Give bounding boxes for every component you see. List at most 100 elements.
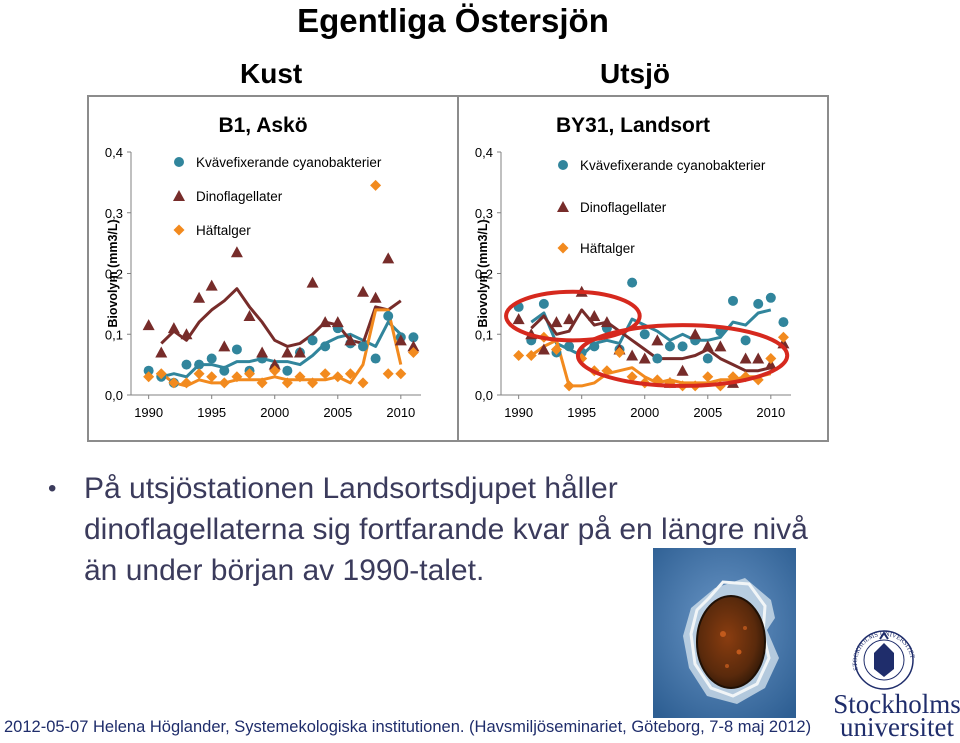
data-point-cyano xyxy=(194,359,205,370)
data-point-haft xyxy=(357,377,369,389)
data-point-haft xyxy=(382,368,394,380)
data-point-haft xyxy=(601,365,613,377)
dinoflagellate-micrograph xyxy=(653,548,796,718)
trend-line-haft xyxy=(160,308,403,388)
x-tick-label: 1995 xyxy=(197,405,226,420)
legend-marker-haft xyxy=(173,224,185,236)
data-point-haft xyxy=(370,179,382,191)
data-point-haft xyxy=(395,368,407,380)
data-point-cyano xyxy=(652,353,663,364)
data-point-haft xyxy=(193,368,205,380)
data-point-dino xyxy=(407,340,420,352)
data-point-cyano xyxy=(702,353,713,364)
data-point-cyano xyxy=(383,311,394,322)
data-point-cyano xyxy=(639,329,650,340)
y-tick-label: 0,1 xyxy=(105,327,123,342)
data-point-dino xyxy=(676,364,689,376)
data-point-cyano xyxy=(589,341,600,352)
data-point-cyano xyxy=(282,365,293,376)
y-tick-label: 0,2 xyxy=(105,267,123,282)
data-point-dino xyxy=(218,340,231,352)
y-tick-label: 0,3 xyxy=(105,206,123,221)
data-point-dino xyxy=(588,310,601,322)
data-point-haft xyxy=(614,346,626,358)
data-point-cyano xyxy=(627,277,638,288)
data-point-haft xyxy=(525,350,537,362)
data-point-dino xyxy=(268,358,281,370)
data-point-haft xyxy=(765,353,777,365)
data-point-haft xyxy=(269,365,281,377)
data-point-cyano xyxy=(231,344,242,355)
data-point-cyano xyxy=(664,341,675,352)
data-point-cyano xyxy=(728,295,738,306)
legend-marker-haft xyxy=(557,242,569,254)
data-point-dino xyxy=(739,352,752,364)
data-point-dino xyxy=(344,334,357,346)
data-point-dino xyxy=(357,285,369,297)
data-point-haft xyxy=(218,377,230,389)
data-point-haft xyxy=(256,377,268,389)
data-point-dino xyxy=(193,291,206,303)
legend-label-cyano: Kvävefixerande cyanobakterier xyxy=(580,158,766,173)
y-axis-label: Biovolym (mm3/L) xyxy=(106,219,120,327)
y-axis-label: Biovolym (mm3/L) xyxy=(476,219,490,327)
x-tick-label: 2005 xyxy=(323,405,352,420)
footer-credit: 2012-05-07 Helena Höglander, Systemekolo… xyxy=(4,718,812,736)
legend-label-dino: Dinoflagellater xyxy=(580,200,667,215)
data-point-haft xyxy=(294,371,306,383)
data-point-cyano xyxy=(740,335,751,346)
data-point-haft xyxy=(777,331,789,343)
data-point-dino xyxy=(167,322,180,334)
data-point-haft xyxy=(651,374,663,386)
chart-title: BY31, Landsort xyxy=(556,114,710,137)
chart-frame xyxy=(457,95,829,442)
data-point-dino xyxy=(306,276,319,288)
legend-label-cyano: Kvävefixerande cyanobakterier xyxy=(196,155,382,170)
chart-frame xyxy=(87,95,459,442)
data-point-dino xyxy=(752,352,765,364)
bullet-icon: • xyxy=(48,475,57,502)
data-point-cyano xyxy=(206,353,217,364)
data-point-dino xyxy=(689,328,702,340)
data-point-cyano xyxy=(564,341,575,352)
legend-marker-dino xyxy=(173,190,185,201)
y-tick-label: 0,0 xyxy=(475,388,493,403)
data-point-haft xyxy=(332,371,344,383)
data-point-haft xyxy=(143,371,155,383)
data-point-cyano xyxy=(181,359,192,370)
data-point-dino xyxy=(651,334,664,346)
data-point-haft xyxy=(407,346,419,358)
stockholm-university-seal-icon: STOCKHOLMS UNIVERSITET xyxy=(852,630,916,690)
legend-marker-dino xyxy=(557,201,569,212)
logo-text-stockholms: Stockholms xyxy=(833,689,960,719)
data-point-haft xyxy=(307,377,319,389)
data-point-haft xyxy=(155,368,167,380)
data-point-dino xyxy=(331,316,344,328)
coast-label: Kust xyxy=(240,58,303,89)
data-point-dino xyxy=(382,252,395,264)
data-point-dino xyxy=(256,346,269,358)
data-point-cyano xyxy=(358,341,368,352)
data-point-cyano xyxy=(219,365,230,376)
data-point-haft xyxy=(281,377,293,389)
legend-label-haft: Häftalger xyxy=(580,241,635,256)
data-point-haft xyxy=(180,377,192,389)
data-point-dino xyxy=(563,313,576,325)
data-point-dino xyxy=(512,313,525,325)
data-point-dino xyxy=(281,346,294,358)
data-point-cyano xyxy=(307,335,318,346)
x-tick-label: 1990 xyxy=(134,405,163,420)
data-point-cyano xyxy=(370,353,381,364)
slide-title: Egentliga Östersjön xyxy=(297,2,609,39)
data-point-cyano xyxy=(143,365,154,376)
chart-b1-asko: B1, Askö 0,0 0,1 0,2 0,3 0,4 1990 1995 2000 2005 2… xyxy=(87,95,459,442)
data-point-haft xyxy=(550,343,562,355)
data-point-dino xyxy=(550,316,563,328)
data-point-haft xyxy=(206,371,218,383)
data-point-dino xyxy=(701,340,714,352)
x-tick-label: 1990 xyxy=(504,405,533,420)
y-tick-label: 0,0 xyxy=(105,388,123,403)
data-point-haft xyxy=(231,371,243,383)
y-tick-label: 0,4 xyxy=(105,145,123,160)
data-point-dino xyxy=(243,310,256,322)
